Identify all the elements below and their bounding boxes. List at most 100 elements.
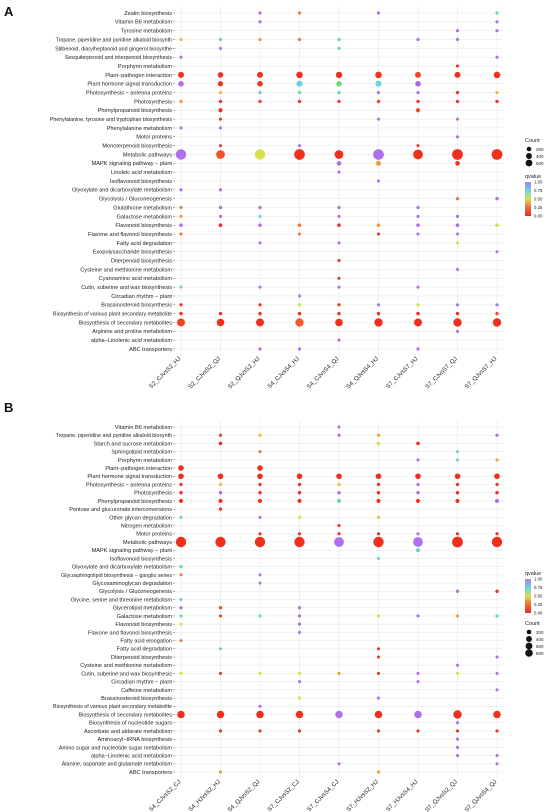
data-point [337, 223, 341, 228]
data-point [416, 482, 420, 487]
panel-letter-b: B [4, 400, 13, 415]
legend-count-label: 800 [536, 651, 544, 656]
data-point [257, 80, 263, 87]
data-point [455, 311, 460, 316]
y-tick-label: Biosynthesis of various plant secondary … [53, 312, 172, 318]
y-tick-label: Cutin, suberine and wax biosynthesis [81, 671, 172, 677]
legend-qvalue-tick: 0.75 [534, 585, 543, 590]
data-point [179, 311, 183, 316]
legend-count-label: 200 [536, 147, 544, 152]
data-point [416, 232, 420, 236]
y-tick-label: Fatty acid degradation [117, 241, 172, 247]
y-tick-label: Biosynthesis of secondary metabolites [78, 320, 172, 326]
data-point [495, 491, 499, 495]
data-point [218, 482, 223, 487]
data-point [258, 11, 262, 15]
data-point [218, 205, 223, 210]
y-tick-label: Diterpenoid biosynthesis [111, 258, 172, 264]
data-point [495, 250, 499, 254]
data-point [416, 214, 420, 218]
data-point [495, 99, 499, 104]
data-point [377, 556, 380, 560]
data-point [217, 72, 224, 78]
data-point [294, 536, 305, 548]
y-tick-label: Phenylalanine metabolism [107, 126, 173, 132]
y-tick-label: Fatty acid elongation [120, 638, 172, 644]
data-point [455, 491, 460, 495]
y-tick-label: Plant hormone signal transduction [87, 82, 172, 88]
y-tick-label: Cysteine and methionine metabolism [80, 267, 172, 273]
data-point [495, 303, 499, 307]
data-point [257, 498, 263, 504]
data-point [337, 338, 341, 342]
data-point [376, 433, 381, 437]
y-tick-label: Circadian rhythm − plant [111, 680, 172, 686]
data-point [218, 729, 223, 733]
data-point [455, 223, 460, 228]
data-point [179, 188, 183, 192]
legend-count-label: 400 [536, 154, 544, 159]
data-point [336, 473, 342, 480]
data-point [218, 108, 223, 113]
data-point [376, 160, 381, 166]
data-point [376, 696, 381, 700]
data-point [376, 117, 381, 121]
data-point [218, 311, 223, 316]
data-point [297, 729, 302, 733]
data-point [178, 80, 184, 87]
data-point [455, 745, 460, 749]
data-point [218, 606, 223, 610]
data-point [179, 515, 183, 519]
data-point [337, 311, 341, 316]
legend-count-dot [526, 146, 532, 152]
data-point [454, 473, 461, 480]
data-point [416, 532, 420, 536]
data-point [455, 90, 460, 95]
data-point [455, 232, 460, 236]
data-point [337, 303, 341, 307]
data-point [258, 311, 262, 316]
data-point [179, 565, 183, 569]
data-point [216, 150, 225, 159]
legend-count-dot [525, 159, 533, 167]
y-tick-label: Phenylalanine, tyrosine and tryptophan b… [50, 117, 173, 123]
data-point [218, 441, 223, 446]
data-point [178, 498, 184, 504]
data-point [376, 532, 381, 536]
y-tick-label: Amino sugar and nucleotide sugar metabol… [59, 745, 173, 751]
data-point [258, 671, 262, 675]
data-point [495, 90, 499, 95]
data-point [491, 149, 503, 160]
data-point [179, 55, 183, 59]
legend-count-label: 600 [536, 161, 544, 166]
data-point [495, 729, 499, 733]
y-tick-label: Motor proteins [136, 135, 172, 141]
data-point [177, 318, 185, 327]
data-point [179, 491, 183, 495]
legend-qvalue-tick: 0.75 [534, 188, 543, 193]
data-point [334, 150, 344, 159]
data-point [256, 318, 264, 327]
data-point [218, 433, 223, 437]
data-point [414, 318, 422, 327]
data-point [297, 11, 302, 15]
y-tick-label: Glyoxylate and dicarboxylate metabolism [72, 565, 172, 571]
data-point [337, 37, 341, 42]
y-tick-label: Isoflavonoid biosynthesis [110, 556, 172, 562]
data-point [217, 473, 224, 480]
data-point [297, 37, 302, 42]
data-point [218, 770, 223, 774]
data-point [494, 498, 500, 504]
data-point [179, 99, 183, 104]
data-point [179, 614, 183, 618]
data-point [216, 318, 225, 327]
data-point [296, 71, 303, 79]
data-point [416, 311, 420, 316]
data-point [175, 149, 187, 160]
data-point [297, 630, 302, 634]
data-point [414, 710, 422, 719]
data-point [415, 498, 421, 504]
y-tick-label: alpha−Linolenic acid metabolism [91, 338, 172, 344]
y-tick-label: Alanine, aspartate and glutamate metabol… [62, 762, 173, 768]
